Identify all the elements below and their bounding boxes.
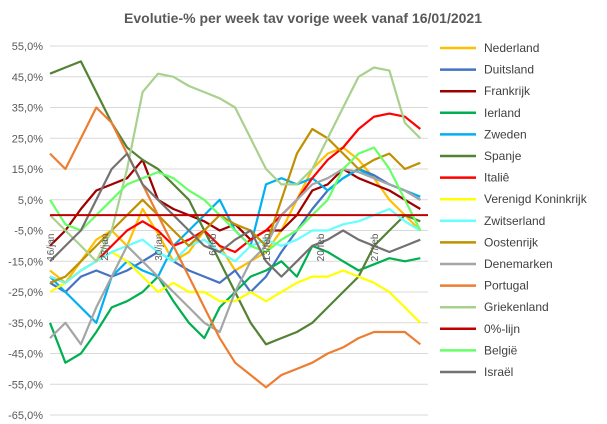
legend-label-duitsland: Duitsland — [484, 63, 534, 77]
y-tick-label: 15,0% — [12, 164, 43, 176]
series-lines — [48, 60, 428, 389]
series-line-zwitserland — [49, 207, 421, 284]
legend-label-portugal: Portugal — [484, 279, 529, 293]
y-tick-label: 35,0% — [12, 103, 43, 115]
legend-label-belgie: België — [484, 343, 518, 357]
legend-label-0-lijn: 0%-lijn — [484, 322, 520, 336]
x-tick-label: 30/jan — [154, 234, 165, 261]
y-axis-tick-labels: 55,0% 45,0% 35,0% 25,0% 15,0% 5,0% -5,0% -15,0%… — [8, 41, 43, 422]
x-tick-label: 27/feb — [370, 233, 381, 261]
series-line-denemarken — [49, 167, 421, 346]
y-tick-label: -55,0% — [8, 379, 43, 391]
legend-label-israel: Israël — [484, 365, 513, 379]
series-line-portugal — [49, 106, 421, 389]
x-tick-label: 6/feb — [208, 233, 219, 256]
legend-label-nederland: Nederland — [484, 41, 539, 55]
y-tick-label: -65,0% — [8, 410, 43, 422]
legend-label-zweden: Zweden — [484, 127, 527, 141]
chart-title: Evolutie-% per week tav vorige week vana… — [124, 10, 482, 26]
series-line-griekenland — [49, 66, 422, 263]
y-tick-label: -5,0% — [14, 226, 43, 238]
legend: Nederland Duitsland Frankrijk Ierland Zweden… — [440, 41, 588, 379]
legend-label-griekenland: Griekenland — [484, 300, 549, 314]
y-tick-label: 5,0% — [18, 195, 43, 207]
y-tick-label: 55,0% — [12, 41, 43, 53]
y-tick-label: 45,0% — [12, 72, 43, 84]
x-tick-label: 16/jan — [46, 234, 57, 261]
legend-label-verenigd-koninkrijk: Verenigd Koninkrijk — [484, 192, 588, 206]
x-axis-tick-labels: 16/jan 23/jan 30/jan 6/feb 13/feb 20/feb 27/fe… — [46, 233, 381, 261]
y-tick-label: -35,0% — [8, 318, 43, 330]
x-tick-label: 20/feb — [316, 233, 327, 261]
legend-label-denemarken: Denemarken — [484, 257, 553, 271]
legend-label-frankrijk: Frankrijk — [484, 84, 531, 98]
legend-label-ierland: Ierland — [484, 106, 521, 120]
y-tick-label: -15,0% — [8, 256, 43, 268]
legend-label-italie: Italiê — [484, 171, 510, 185]
legend-label-oostenrijk: Oostenrijk — [484, 235, 539, 249]
y-tick-label: -25,0% — [8, 287, 43, 299]
x-tick-label: 13/feb — [262, 233, 273, 261]
legend-label-spanje: Spanje — [484, 149, 522, 163]
x-tick-label: 23/jan — [100, 234, 111, 261]
y-tick-label: -45,0% — [8, 349, 43, 361]
y-tick-label: 25,0% — [12, 133, 43, 145]
series-line-italie — [49, 112, 421, 284]
gridlines — [50, 45, 428, 416]
legend-label-zwitserland: Zwitserland — [484, 214, 545, 228]
series-line-israel — [49, 152, 421, 278]
series-line-belgie — [49, 146, 422, 254]
